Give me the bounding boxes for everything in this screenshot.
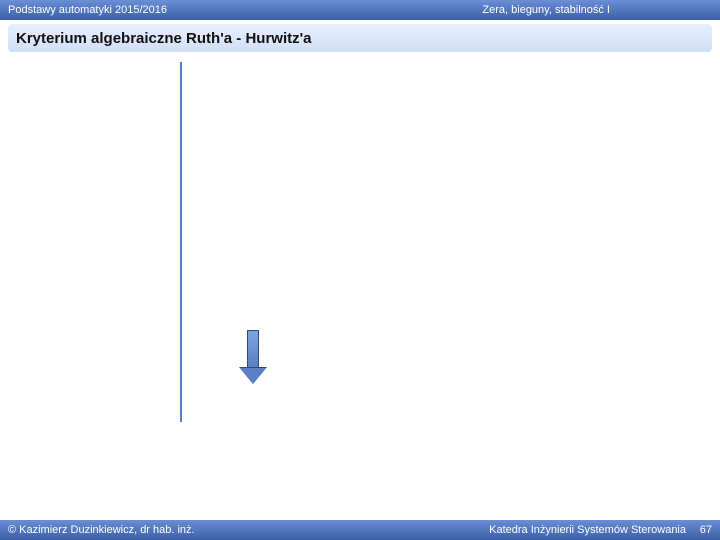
- footer-left-text: © Kazimierz Duzinkiewicz, dr hab. inż.: [0, 524, 195, 536]
- slide-title: Kryterium algebraiczne Ruth'a - Hurwitz'…: [16, 30, 312, 47]
- header-bar: Podstawy automatyki 2015/2016 Zera, bieg…: [0, 0, 720, 20]
- arrow-head: [240, 368, 266, 384]
- vertical-divider: [180, 62, 182, 422]
- footer-right-text: Katedra Inżynierii Systemów Sterowania: [489, 524, 686, 536]
- down-arrow-icon: [242, 330, 264, 385]
- header-right-text: Zera, bieguny, stabilność I: [482, 4, 610, 16]
- arrow-shaft: [247, 330, 259, 368]
- footer-bar: © Kazimierz Duzinkiewicz, dr hab. inż. K…: [0, 520, 720, 540]
- title-bar: Kryterium algebraiczne Ruth'a - Hurwitz'…: [8, 24, 712, 52]
- header-left-text: Podstawy automatyki 2015/2016: [0, 4, 167, 16]
- slide: Podstawy automatyki 2015/2016 Zera, bieg…: [0, 0, 720, 540]
- footer-page-number: 67: [700, 524, 712, 536]
